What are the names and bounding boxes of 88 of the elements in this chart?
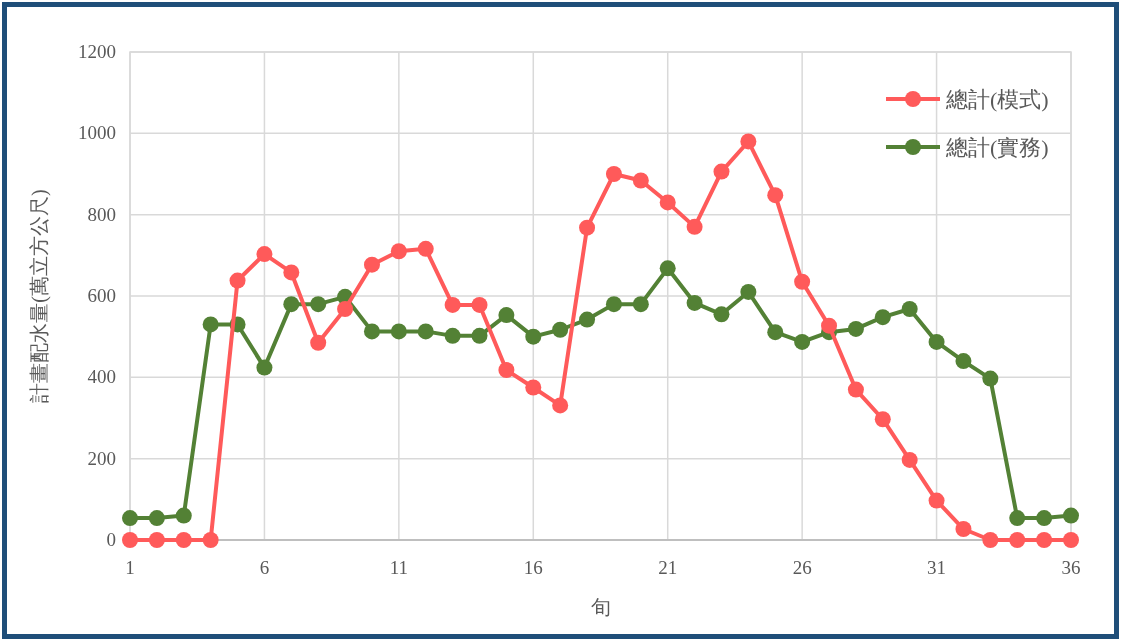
x-tick-label: 11 — [389, 557, 409, 578]
point — [982, 370, 999, 387]
point — [579, 219, 596, 236]
point — [1036, 532, 1053, 548]
point — [767, 187, 784, 204]
point — [444, 296, 461, 313]
y-tick-label: 0 — [106, 529, 116, 550]
point — [579, 311, 596, 328]
point — [283, 264, 300, 281]
point — [498, 362, 515, 379]
x-tick-label: 16 — [523, 557, 543, 578]
point — [874, 411, 891, 428]
point — [122, 532, 138, 548]
point — [256, 359, 273, 376]
point — [552, 397, 569, 414]
point — [148, 532, 165, 548]
point — [525, 328, 542, 345]
point — [417, 323, 434, 340]
point — [229, 272, 246, 289]
point — [847, 381, 864, 398]
point — [794, 273, 811, 290]
point — [713, 163, 730, 180]
point — [955, 521, 972, 538]
x-axis-title: 旬 — [590, 596, 611, 618]
point — [982, 532, 999, 548]
point — [552, 321, 569, 338]
point — [659, 260, 676, 277]
point — [1009, 532, 1026, 548]
point — [928, 492, 945, 509]
point — [901, 301, 918, 318]
y-axis-title: 計畫配水量(萬立方公尺) — [28, 189, 51, 403]
point — [175, 532, 192, 548]
point — [310, 334, 327, 351]
point — [363, 323, 380, 340]
point — [256, 246, 273, 263]
point — [767, 324, 784, 341]
point — [686, 294, 703, 311]
y-tick-label: 1000 — [78, 122, 116, 144]
point — [175, 507, 192, 524]
point — [1036, 510, 1053, 527]
point — [901, 451, 918, 468]
y-tick-label: 200 — [87, 447, 116, 469]
x-tick-label: 26 — [792, 557, 812, 578]
point — [471, 327, 488, 344]
point — [525, 379, 542, 396]
point — [444, 327, 461, 344]
y-tick-label: 1200 — [78, 41, 116, 62]
point — [202, 532, 219, 548]
point — [632, 296, 649, 313]
point — [1009, 510, 1026, 527]
y-tick-label: 600 — [87, 285, 116, 306]
point — [847, 320, 864, 337]
point — [632, 172, 649, 189]
point — [363, 256, 380, 273]
point — [498, 307, 515, 324]
x-tick-label: 31 — [927, 557, 947, 578]
x-tick-label: 1 — [125, 557, 135, 578]
point — [283, 296, 300, 313]
point — [605, 166, 622, 182]
point — [1063, 507, 1079, 524]
point — [390, 323, 407, 340]
point — [310, 296, 327, 313]
point — [955, 353, 972, 370]
x-tick-label: 21 — [658, 557, 678, 578]
point — [794, 333, 811, 350]
point — [202, 316, 219, 333]
point — [874, 309, 891, 326]
point — [740, 133, 757, 150]
y-tick-label: 400 — [87, 366, 116, 388]
point — [471, 296, 488, 313]
y-tick-label: 800 — [87, 203, 116, 225]
point — [740, 283, 757, 300]
legend-label: 總計(實務) — [945, 135, 1049, 160]
legend-label: 總計(模式) — [945, 87, 1049, 112]
point — [686, 218, 703, 235]
x-tick-label: 6 — [259, 557, 270, 578]
point — [659, 194, 676, 211]
point — [1063, 532, 1079, 548]
point — [390, 243, 407, 260]
point — [605, 296, 622, 313]
point — [821, 317, 838, 334]
point — [337, 301, 354, 318]
point — [417, 240, 434, 257]
x-tick-label: 36 — [1061, 557, 1081, 578]
point — [928, 333, 945, 350]
point — [713, 306, 730, 323]
point — [148, 510, 165, 527]
point — [122, 510, 138, 527]
